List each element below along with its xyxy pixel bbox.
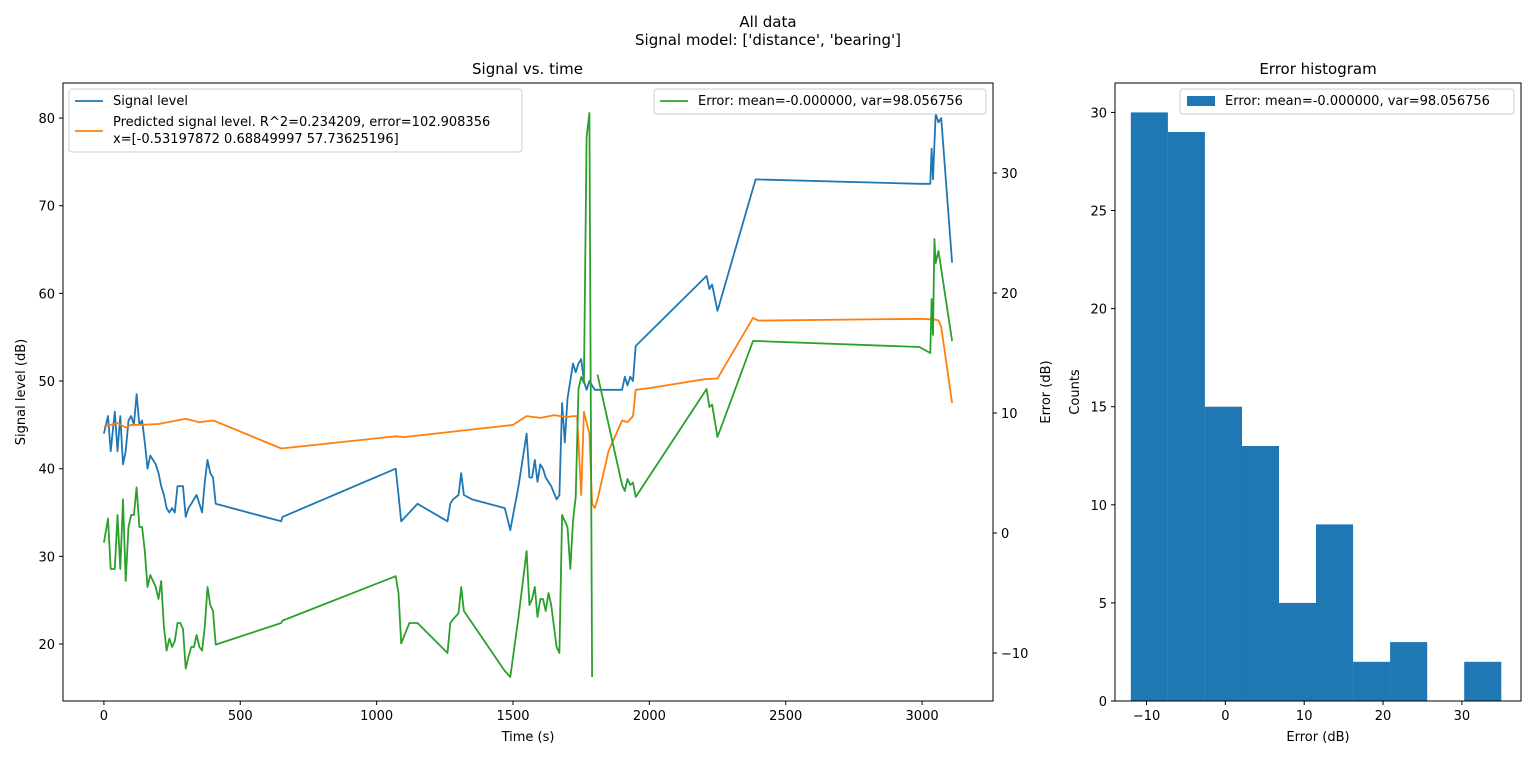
x-tick-label: 500	[228, 709, 253, 724]
histogram-bar	[1464, 661, 1502, 701]
hist-x-tick-label: 10	[1296, 709, 1313, 724]
legend-swatch-histogram	[1187, 96, 1215, 106]
histogram-bar	[1241, 446, 1279, 701]
x-tick-label: 0	[100, 709, 108, 724]
hist-y-tick-label: 5	[1099, 597, 1107, 612]
series-line-3	[596, 238, 953, 498]
hist-y-tick-label: 30	[1090, 106, 1107, 121]
signal-x-axis: 0 500 1000 1500 2000 2500 3000	[100, 701, 939, 724]
signal-y-axis-label: Signal level (dB)	[14, 339, 29, 445]
legend-label-error: Error: mean=-0.000000, var=98.056756	[698, 94, 963, 109]
histogram-bar	[1390, 642, 1428, 701]
histogram-bar	[1316, 524, 1354, 701]
histogram-y-axis-label: Counts	[1068, 369, 1083, 415]
histogram-bars	[1130, 112, 1502, 701]
x-tick-label: 1000	[360, 709, 393, 724]
y-tick-label: 70	[38, 200, 55, 215]
signal-chart-title: Signal vs. time	[472, 60, 583, 78]
legend-label-predicted-line1: Predicted signal level. R^2=0.234209, er…	[113, 115, 490, 130]
y-tick-label: 40	[38, 463, 55, 478]
error-y-axis-label: Error (dB)	[1039, 360, 1054, 423]
y2-tick-label: 20	[1001, 287, 1018, 302]
histogram-y-axis: 0 5 10 15 20 25 30	[1090, 106, 1115, 710]
hist-y-tick-label: 10	[1090, 499, 1107, 514]
histogram-bar	[1353, 661, 1391, 701]
hist-y-tick-label: 25	[1090, 205, 1107, 220]
series-line-0	[103, 112, 953, 531]
error-legend: Error: mean=-0.000000, var=98.056756	[653, 88, 987, 115]
hist-y-tick-label: 20	[1090, 303, 1107, 318]
hist-x-tick-label: 20	[1375, 709, 1392, 724]
y-tick-label: 80	[38, 112, 55, 127]
hist-x-tick-label: 30	[1454, 709, 1471, 724]
signal-y-axis: 20 30 40 50 60 70 80	[38, 112, 63, 653]
y-tick-label: 30	[38, 550, 55, 565]
error-histogram-chart: Error histogram −10 0 10 20 30 051015202530 …	[1068, 60, 1522, 745]
error-y-axis: −10 0 10 20 30	[993, 167, 1028, 662]
histogram-title: Error histogram	[1259, 60, 1376, 78]
signal-plot-frame	[62, 82, 994, 702]
signal-vs-time-chart: Signal vs. time 0 500 1000 1500 2000 2500 3000…	[14, 60, 1054, 745]
signal-x-axis-label: Time (s)	[501, 730, 555, 745]
y-tick-label: 20	[38, 638, 55, 653]
y2-tick-label: 30	[1001, 167, 1018, 182]
signal-plot-area	[103, 112, 953, 678]
x-tick-label: 1500	[496, 709, 529, 724]
legend-label-predicted-line2: x=[-0.53197872 0.68849997 57.73625196]	[113, 132, 399, 147]
histogram-x-axis: −10 0 10 20 30	[1133, 701, 1470, 724]
histogram-bar	[1130, 112, 1168, 701]
histogram-x-axis-label: Error (dB)	[1286, 730, 1349, 745]
figure-suptitle-line2: Signal model: ['distance', 'bearing']	[635, 31, 901, 49]
series-line-2	[103, 112, 593, 678]
y2-tick-label: −10	[1001, 647, 1028, 662]
y-tick-label: 60	[38, 287, 55, 302]
error-legend-box	[653, 88, 987, 115]
legend-label-histogram: Error: mean=-0.000000, var=98.056756	[1225, 94, 1490, 109]
series-line-1	[103, 316, 953, 510]
histogram-bar	[1204, 406, 1242, 701]
hist-x-tick-label: −10	[1133, 709, 1160, 724]
histogram-legend: Error: mean=-0.000000, var=98.056756	[1179, 88, 1515, 115]
histogram-plot-frame	[1114, 82, 1522, 702]
y2-tick-label: 0	[1001, 527, 1009, 542]
legend-label-signal-level: Signal level	[113, 94, 188, 109]
histogram-bar	[1167, 132, 1205, 701]
histogram-legend-box	[1179, 88, 1515, 115]
y-tick-label: 50	[38, 375, 55, 390]
hist-y-tick-label: 15	[1090, 401, 1107, 416]
x-tick-label: 2500	[769, 709, 802, 724]
histogram-bar	[1279, 602, 1317, 701]
hist-x-tick-label: 0	[1221, 709, 1229, 724]
x-tick-label: 3000	[906, 709, 939, 724]
x-tick-label: 2000	[633, 709, 666, 724]
hist-y-tick-label: 0	[1099, 695, 1107, 710]
signal-legend: Signal level Predicted signal level. R^2…	[68, 88, 523, 153]
figure-suptitle-line1: All data	[739, 13, 796, 31]
signal-legend-box	[68, 88, 523, 153]
y2-tick-label: 10	[1001, 407, 1018, 422]
